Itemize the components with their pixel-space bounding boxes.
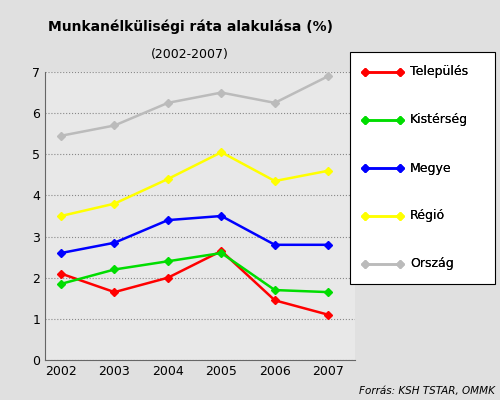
Ország — [112, 123, 117, 128]
Megye — [272, 242, 278, 247]
Kistérség — [165, 259, 171, 264]
Régió — [326, 168, 332, 173]
Település — [58, 271, 64, 276]
Kistérség — [58, 282, 64, 286]
Text: Kistérség: Kistérség — [410, 114, 468, 126]
Régió — [112, 201, 117, 206]
Line: Régió: Régió — [58, 150, 331, 219]
Text: Ország: Ország — [410, 258, 454, 270]
Település — [326, 312, 332, 317]
Régió — [165, 176, 171, 181]
Megye — [112, 240, 117, 245]
Település — [272, 298, 278, 303]
Ország — [58, 133, 64, 138]
Text: Munkanélküliségi ráta alakulása (%): Munkanélküliségi ráta alakulása (%) — [48, 20, 333, 34]
Régió — [218, 150, 224, 155]
Text: Megye: Megye — [410, 162, 452, 174]
Line: Település: Település — [58, 248, 331, 318]
Ország — [326, 74, 332, 78]
Text: Régió: Régió — [410, 210, 445, 222]
Text: Ország: Ország — [410, 258, 454, 270]
Megye — [326, 242, 332, 247]
Régió — [58, 214, 64, 218]
Megye — [58, 251, 64, 256]
Kistérség — [272, 288, 278, 292]
Kistérség — [326, 290, 332, 294]
Kistérség — [112, 267, 117, 272]
Megye — [218, 214, 224, 218]
Text: Kistérség: Kistérség — [410, 114, 468, 126]
Település — [218, 248, 224, 253]
Text: (2002-2007): (2002-2007) — [151, 48, 229, 61]
Text: Település: Település — [410, 66, 468, 78]
Ország — [272, 100, 278, 105]
Line: Ország: Ország — [58, 73, 331, 138]
Text: Régió: Régió — [410, 210, 445, 222]
Település — [165, 275, 171, 280]
Text: Forrás: KSH TSTAR, OMMK: Forrás: KSH TSTAR, OMMK — [359, 386, 495, 396]
Település — [112, 290, 117, 294]
Line: Megye: Megye — [58, 213, 331, 256]
Megye — [165, 218, 171, 222]
Régió — [272, 179, 278, 184]
Line: Kistérség: Kistérség — [58, 250, 331, 295]
Text: Település: Település — [410, 66, 468, 78]
Ország — [218, 90, 224, 95]
Kistérség — [218, 251, 224, 256]
Text: Megye: Megye — [410, 162, 452, 174]
Ország — [165, 100, 171, 105]
